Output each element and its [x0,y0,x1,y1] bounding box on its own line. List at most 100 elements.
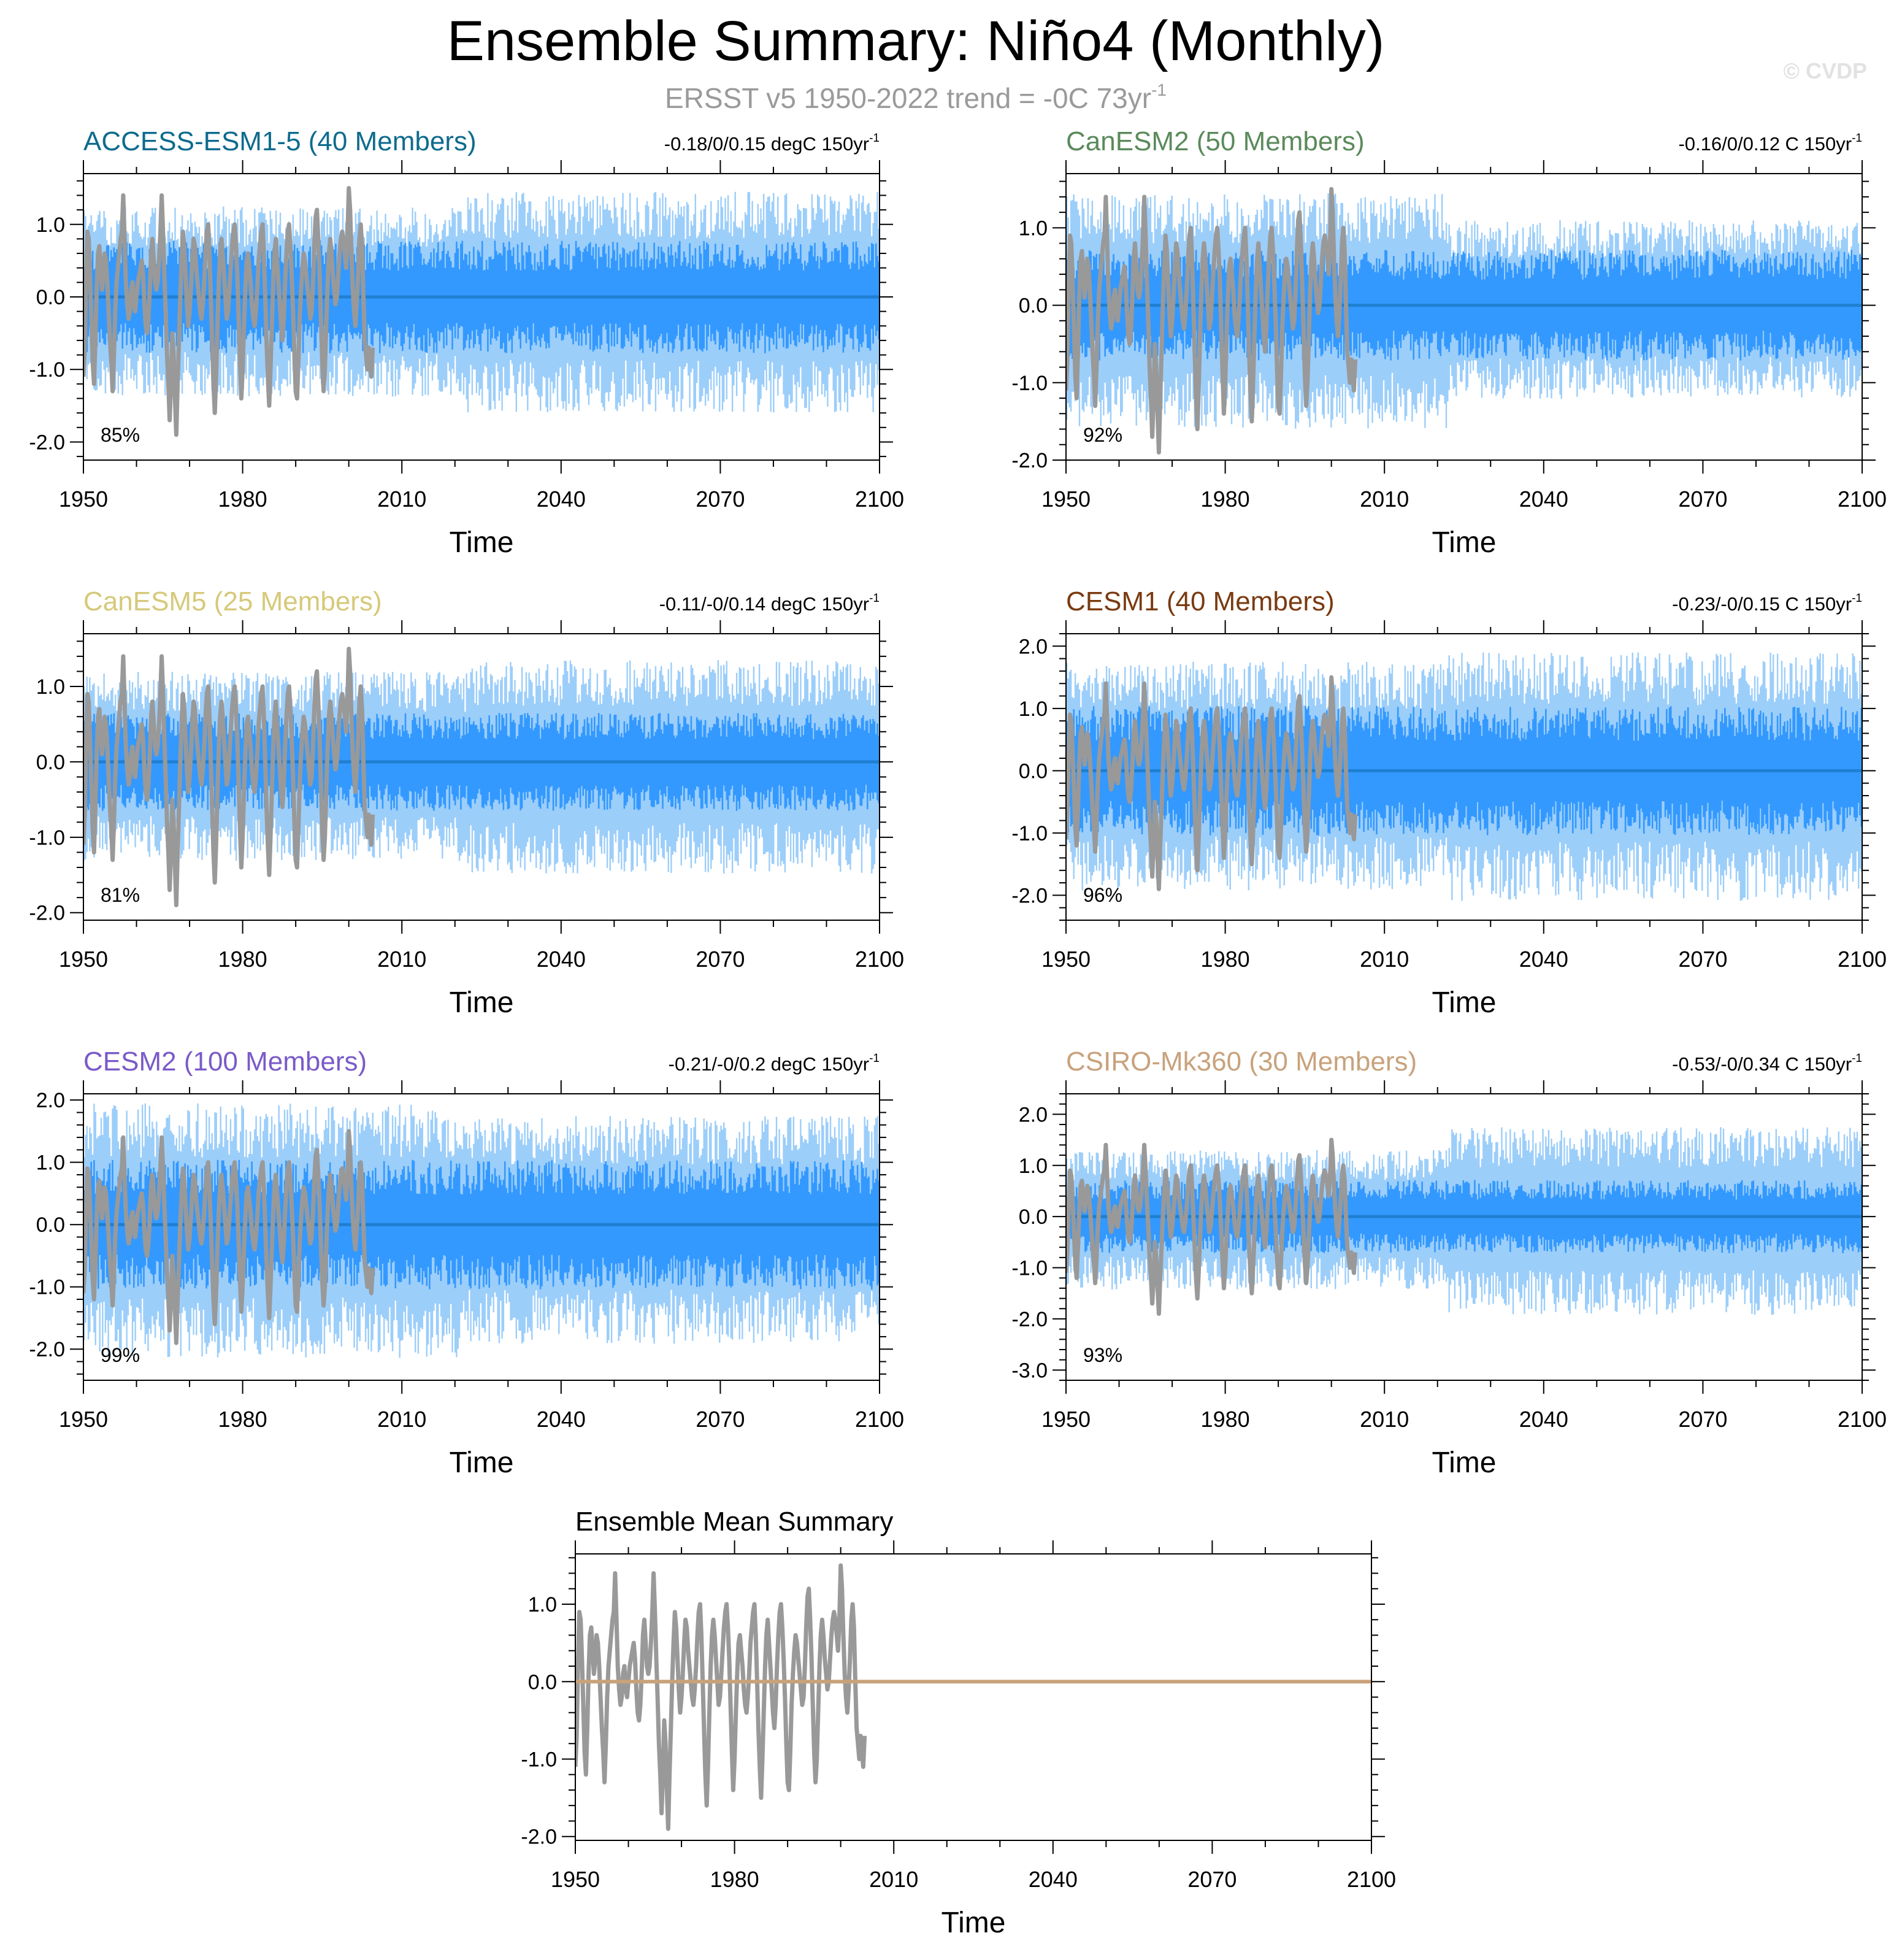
trend-label: -0.21/-0/0.2 degC 150yr-1 [669,1052,880,1075]
x-tick-label: 1980 [218,1407,267,1432]
y-tick-label: 0.0 [528,1670,557,1694]
x-tick-label: 2070 [696,486,745,512]
x-tick-label: 1980 [1201,947,1250,972]
panel-title: CESM2 (100 Members) [83,1047,367,1077]
x-tick-label: 1980 [218,486,267,512]
x-tick-label: 2070 [1678,486,1727,512]
observations-line [1066,675,1358,891]
y-tick-label: -1.0 [29,1276,65,1299]
x-tick-label: 2040 [1029,1867,1078,1892]
x-tick-label: 2070 [1187,1867,1237,1892]
x-tick-label: 1950 [1041,947,1091,972]
y-tick-label: -1.0 [1011,822,1048,845]
x-axis-title: Time [450,526,514,559]
trend-value: -0.53/-0/0.34 C 150yr [1672,1053,1852,1075]
plot-area [575,1563,1371,1831]
y-tick-label: -2.0 [1011,1308,1048,1331]
y-tick-label: 0.0 [36,1213,65,1237]
panel-title: CSIRO-Mk360 (30 Members) [1066,1047,1417,1077]
observations-line [1066,186,1358,455]
chart-panel-7: Ensemble Mean Summary 1950 1980 2010 2040 207… [521,1507,1396,1939]
x-tick-label: 2010 [377,486,426,512]
panel-title: CanESM2 (50 Members) [1066,126,1365,156]
x-tick-label: 2010 [1360,1407,1409,1432]
y-tick-label: 1.0 [528,1593,557,1616]
chart-panel-2: CanESM2 (50 Members) -0.16/0/0.12 C 150yr… [1011,126,1887,559]
trend-unit-sup: -1 [1852,1052,1862,1065]
panel-title: CanESM5 (25 Members) [83,586,382,617]
percent-label: 99% [101,1344,140,1366]
plot-area [83,1103,880,1358]
plot-frame [1065,633,1863,921]
percent-label: 85% [101,424,140,446]
figure-subtitle: ERSST v5 1950-2022 trend = -0C 73yr-1 [665,80,1167,114]
percent-label: 96% [1083,884,1122,906]
trend-unit-sup: -1 [869,1052,880,1065]
chart-panel-1: ACCESS-ESM1-5 (40 Members) -0.18/0/0.15 d… [29,126,904,559]
y-tick-label: 0.0 [1019,294,1048,318]
x-tick-label: 1950 [1041,1407,1091,1432]
percent-label: 81% [101,884,140,906]
y-tick-label: 1.0 [36,1151,65,1175]
y-tick-label: -1.0 [1011,372,1048,395]
trend-value: -0.23/-0/0.15 C 150yr [1672,593,1852,615]
x-tick-label: 2010 [869,1867,918,1892]
panels: ACCESS-ESM1-5 (40 Members) -0.18/0/0.15 d… [29,126,1887,1939]
y-tick-label: 1.0 [36,675,65,699]
y-tick-label: 1.0 [1019,1155,1048,1178]
trend-label: -0.11/-0/0.14 degC 150yr-1 [659,592,880,615]
x-axis-title: Time [450,986,514,1019]
x-tick-label: 2100 [855,1407,904,1432]
y-tick-label: 1.0 [1019,217,1048,240]
y-tick-label: 1.0 [36,213,65,237]
trend-label: -0.23/-0/0.15 C 150yr-1 [1672,592,1862,615]
x-tick-label: 1980 [1201,1407,1250,1432]
y-tick-label: -1.0 [1011,1257,1048,1280]
y-tick-label: 2.0 [1019,1103,1048,1126]
y-tick-label: -1.0 [521,1748,557,1771]
x-tick-label: 2100 [855,486,904,512]
percent-label: 92% [1083,424,1122,446]
y-tick-label: -3.0 [1011,1359,1048,1382]
y-tick-label: 0.0 [1019,759,1048,783]
chart-panel-4: CESM1 (40 Members) -0.23/-0/0.15 C 150yr-… [1011,586,1887,1019]
trend-value: -0.16/0/0.12 C 150yr [1678,133,1852,155]
plot-area [1066,186,1862,455]
x-tick-label: 2040 [537,1407,586,1432]
observations-line [575,1563,867,1831]
x-tick-label: 2100 [1838,1407,1887,1432]
y-tick-label: -2.0 [1011,449,1048,472]
y-tick-label: -2.0 [1011,884,1048,907]
x-tick-label: 2100 [1838,947,1887,972]
y-tick-label: 0.0 [36,286,65,309]
x-tick-label: 2070 [1678,1407,1727,1432]
x-axis-title: Time [941,1907,1006,1939]
chart-panel-5: CESM2 (100 Members) -0.21/-0/0.2 degC 150… [29,1047,904,1479]
x-tick-label: 1950 [59,486,108,512]
x-tick-label: 2100 [1838,486,1887,512]
figure-title: Ensemble Summary: Niño4 (Monthly) [447,10,1385,72]
y-tick-label: 2.0 [36,1089,65,1112]
x-tick-label: 2040 [537,486,586,512]
x-tick-label: 2040 [1519,1407,1568,1432]
trend-value: -0.21/-0/0.2 degC 150yr [669,1053,869,1075]
panel-title: Ensemble Mean Summary [575,1507,893,1537]
x-axis-title: Time [1432,986,1497,1019]
x-tick-label: 1980 [1201,486,1250,512]
chart-panel-3: CanESM5 (25 Members) -0.11/-0/0.14 degC 1… [29,586,904,1019]
cvdp-watermark: © CVDP [1783,58,1867,83]
trend-value: -0.11/-0/0.14 degC 150yr [659,593,869,615]
y-tick-label: -2.0 [29,1338,65,1361]
chart-panel-6: CSIRO-Mk360 (30 Members) -0.53/-0/0.34 C … [1011,1047,1887,1479]
y-tick-label: 0.0 [36,751,65,774]
trend-label: -0.53/-0/0.34 C 150yr-1 [1672,1052,1862,1075]
x-axis-title: Time [1432,526,1497,559]
x-tick-label: 2010 [377,1407,426,1432]
x-tick-label: 1980 [218,947,267,972]
x-tick-label: 2010 [377,947,426,972]
trend-value: -0.18/0/0.15 degC 150yr [664,133,869,155]
percent-label: 93% [1083,1344,1122,1366]
panel-title: ACCESS-ESM1-5 (40 Members) [83,126,477,156]
x-tick-label: 1950 [59,1407,108,1432]
